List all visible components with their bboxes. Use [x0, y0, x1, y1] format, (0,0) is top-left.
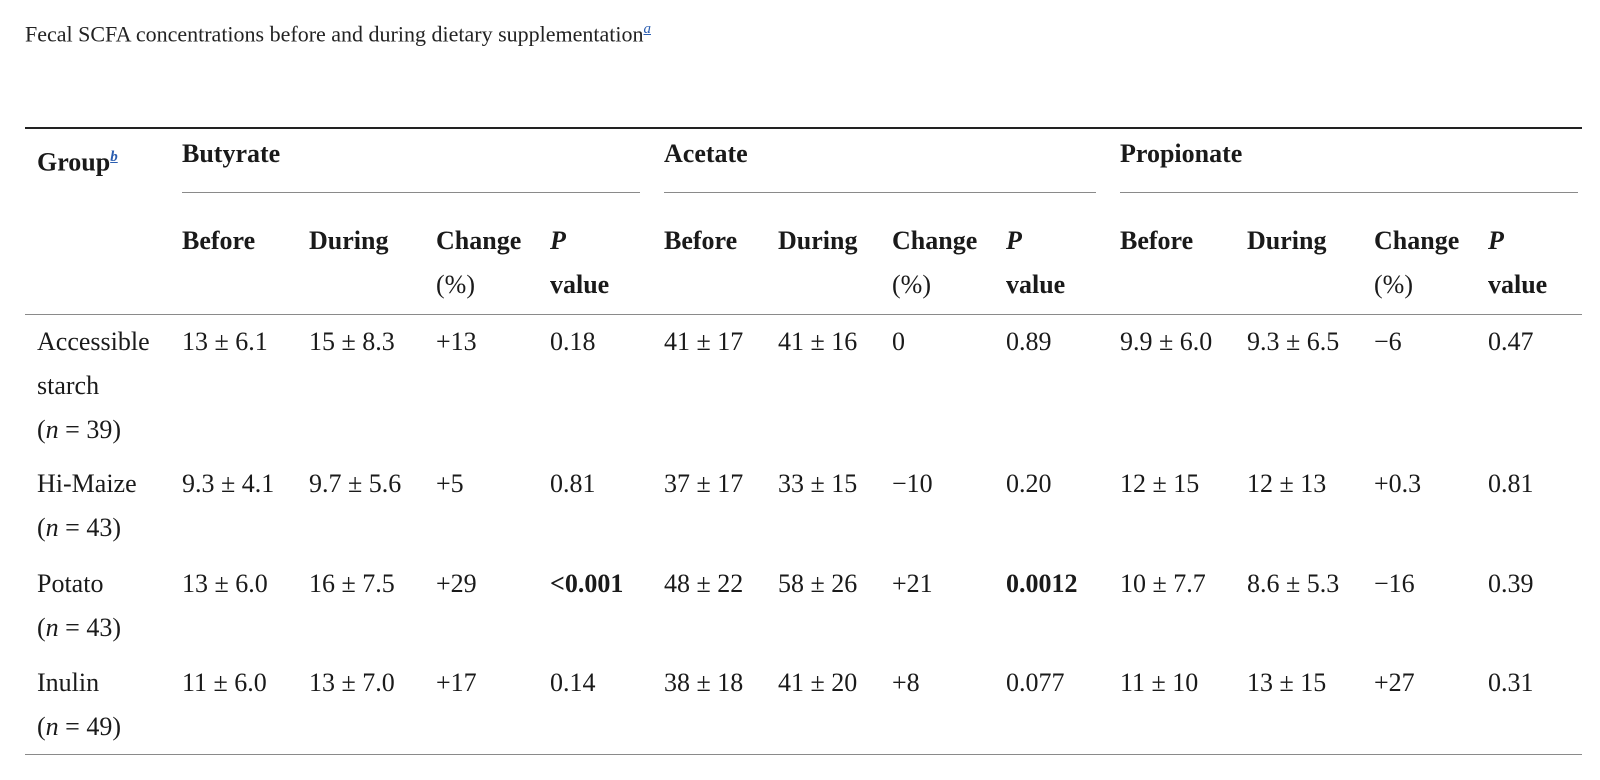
cell-acetate-p-value: 0.0012 — [1006, 569, 1078, 598]
cell-butyrate-change: +17 — [436, 668, 477, 697]
caption-text: Fecal SCFA concentrations before and dur… — [25, 21, 644, 47]
cell-butyrate-change: +13 — [436, 327, 477, 356]
change-label: Change — [436, 226, 522, 255]
cell-butyrate-p-value: 0.18 — [550, 327, 596, 356]
subheader-acetate-change: Change (%) — [892, 219, 977, 307]
cell-propionate-during: 12 ± 13 — [1247, 469, 1327, 498]
cell-butyrate-p-value: 0.81 — [550, 469, 596, 498]
footnote-b-link[interactable]: b — [110, 149, 118, 165]
cell-butyrate-change: +29 — [436, 569, 477, 598]
subheader-butyrate-before: Before — [182, 226, 256, 255]
group-n: (n = 43) — [37, 613, 121, 642]
change-label: Change — [1374, 226, 1460, 255]
header-butyrate: Butyrate — [182, 139, 281, 168]
cell-acetate-p-value: 0.20 — [1006, 469, 1052, 498]
value-label: value — [1006, 270, 1066, 299]
cell-acetate-before: 38 ± 18 — [664, 668, 744, 697]
group-name: Potato — [37, 569, 104, 598]
subheader-butyrate-change: Change (%) — [436, 219, 521, 307]
cell-butyrate-before: 9.3 ± 4.1 — [182, 469, 275, 498]
cell-acetate-during: 33 ± 15 — [778, 469, 858, 498]
cell-butyrate-change: +5 — [436, 469, 464, 498]
cell-propionate-p-value: 0.81 — [1488, 469, 1534, 498]
header-group: Groupb — [37, 132, 118, 185]
group-name: Inulin — [37, 668, 100, 697]
cell-butyrate-p-value: <0.001 — [550, 569, 624, 598]
propionate-span-rule — [1120, 192, 1578, 193]
cell-acetate-during: 58 ± 26 — [778, 569, 858, 598]
group-n: (n = 43) — [37, 513, 121, 542]
cell-acetate-before: 48 ± 22 — [664, 569, 744, 598]
cell-propionate-change: −6 — [1374, 327, 1402, 356]
cell-propionate-during: 13 ± 15 — [1247, 668, 1327, 697]
p-label: P — [1006, 226, 1022, 255]
table-row-group: Potato (n = 43) — [37, 562, 172, 650]
subheader-propionate-during: During — [1247, 226, 1327, 255]
subheader-propionate-change: Change (%) — [1374, 219, 1459, 307]
cell-acetate-change: −10 — [892, 469, 933, 498]
subheader-acetate-before: Before — [664, 226, 738, 255]
table-row-group: Hi-Maize (n = 43) — [37, 462, 172, 550]
header-group-label: Group — [37, 147, 111, 177]
cell-acetate-before: 41 ± 17 — [664, 327, 744, 356]
cell-acetate-during: 41 ± 20 — [778, 668, 858, 697]
table-caption: Fecal SCFA concentrations before and dur… — [25, 12, 651, 49]
cell-butyrate-during: 16 ± 7.5 — [309, 569, 395, 598]
cell-propionate-p-value: 0.39 — [1488, 569, 1534, 598]
acetate-span-rule — [664, 192, 1096, 193]
change-label: Change — [892, 226, 978, 255]
cell-propionate-p-value: 0.31 — [1488, 668, 1534, 697]
change-unit: (%) — [436, 270, 475, 299]
cell-butyrate-during: 9.7 ± 5.6 — [309, 469, 402, 498]
header-acetate: Acetate — [664, 139, 748, 168]
cell-propionate-before: 11 ± 10 — [1120, 668, 1199, 697]
cell-acetate-p-value: 0.89 — [1006, 327, 1052, 356]
cell-butyrate-p-value: 0.14 — [550, 668, 596, 697]
cell-propionate-during: 9.3 ± 6.5 — [1247, 327, 1340, 356]
cell-butyrate-during: 15 ± 8.3 — [309, 327, 395, 356]
group-n: (n = 39) — [37, 415, 121, 444]
table-top-rule — [25, 127, 1582, 129]
group-name: Hi-Maize — [37, 469, 137, 498]
cell-acetate-during: 41 ± 16 — [778, 327, 858, 356]
table-row-group: Accessible starch (n = 39) — [37, 320, 172, 452]
cell-acetate-change: +8 — [892, 668, 920, 697]
cell-propionate-p-value: 0.47 — [1488, 327, 1534, 356]
subheader-butyrate-during: During — [309, 226, 389, 255]
cell-butyrate-during: 13 ± 7.0 — [309, 668, 395, 697]
table-row-group: Inulin (n = 49) — [37, 661, 172, 749]
group-n: (n = 49) — [37, 712, 121, 741]
cell-propionate-change: +0.3 — [1374, 469, 1422, 498]
cell-propionate-before: 10 ± 7.7 — [1120, 569, 1206, 598]
butyrate-span-rule — [182, 192, 640, 193]
header-bottom-rule — [25, 314, 1582, 315]
cell-acetate-before: 37 ± 17 — [664, 469, 744, 498]
cell-butyrate-before: 13 ± 6.1 — [182, 327, 268, 356]
cell-butyrate-before: 13 ± 6.0 — [182, 569, 268, 598]
subheader-propionate-before: Before — [1120, 226, 1194, 255]
cell-propionate-change: −16 — [1374, 569, 1415, 598]
change-unit: (%) — [892, 270, 931, 299]
cell-acetate-p-value: 0.077 — [1006, 668, 1065, 697]
cell-propionate-before: 9.9 ± 6.0 — [1120, 327, 1213, 356]
cell-butyrate-before: 11 ± 6.0 — [182, 668, 267, 697]
group-name: Accessible starch — [37, 327, 150, 400]
cell-propionate-change: +27 — [1374, 668, 1415, 697]
cell-propionate-before: 12 ± 15 — [1120, 469, 1200, 498]
value-label: value — [550, 270, 610, 299]
subheader-acetate-during: During — [778, 226, 858, 255]
cell-acetate-change: 0 — [892, 327, 905, 356]
change-unit: (%) — [1374, 270, 1413, 299]
p-label: P — [1488, 226, 1504, 255]
cell-propionate-during: 8.6 ± 5.3 — [1247, 569, 1340, 598]
footnote-a-link[interactable]: a — [643, 21, 652, 37]
value-label: value — [1488, 270, 1548, 299]
p-label: P — [550, 226, 566, 255]
header-propionate: Propionate — [1120, 139, 1243, 168]
table-bottom-rule — [25, 754, 1582, 755]
cell-acetate-change: +21 — [892, 569, 933, 598]
